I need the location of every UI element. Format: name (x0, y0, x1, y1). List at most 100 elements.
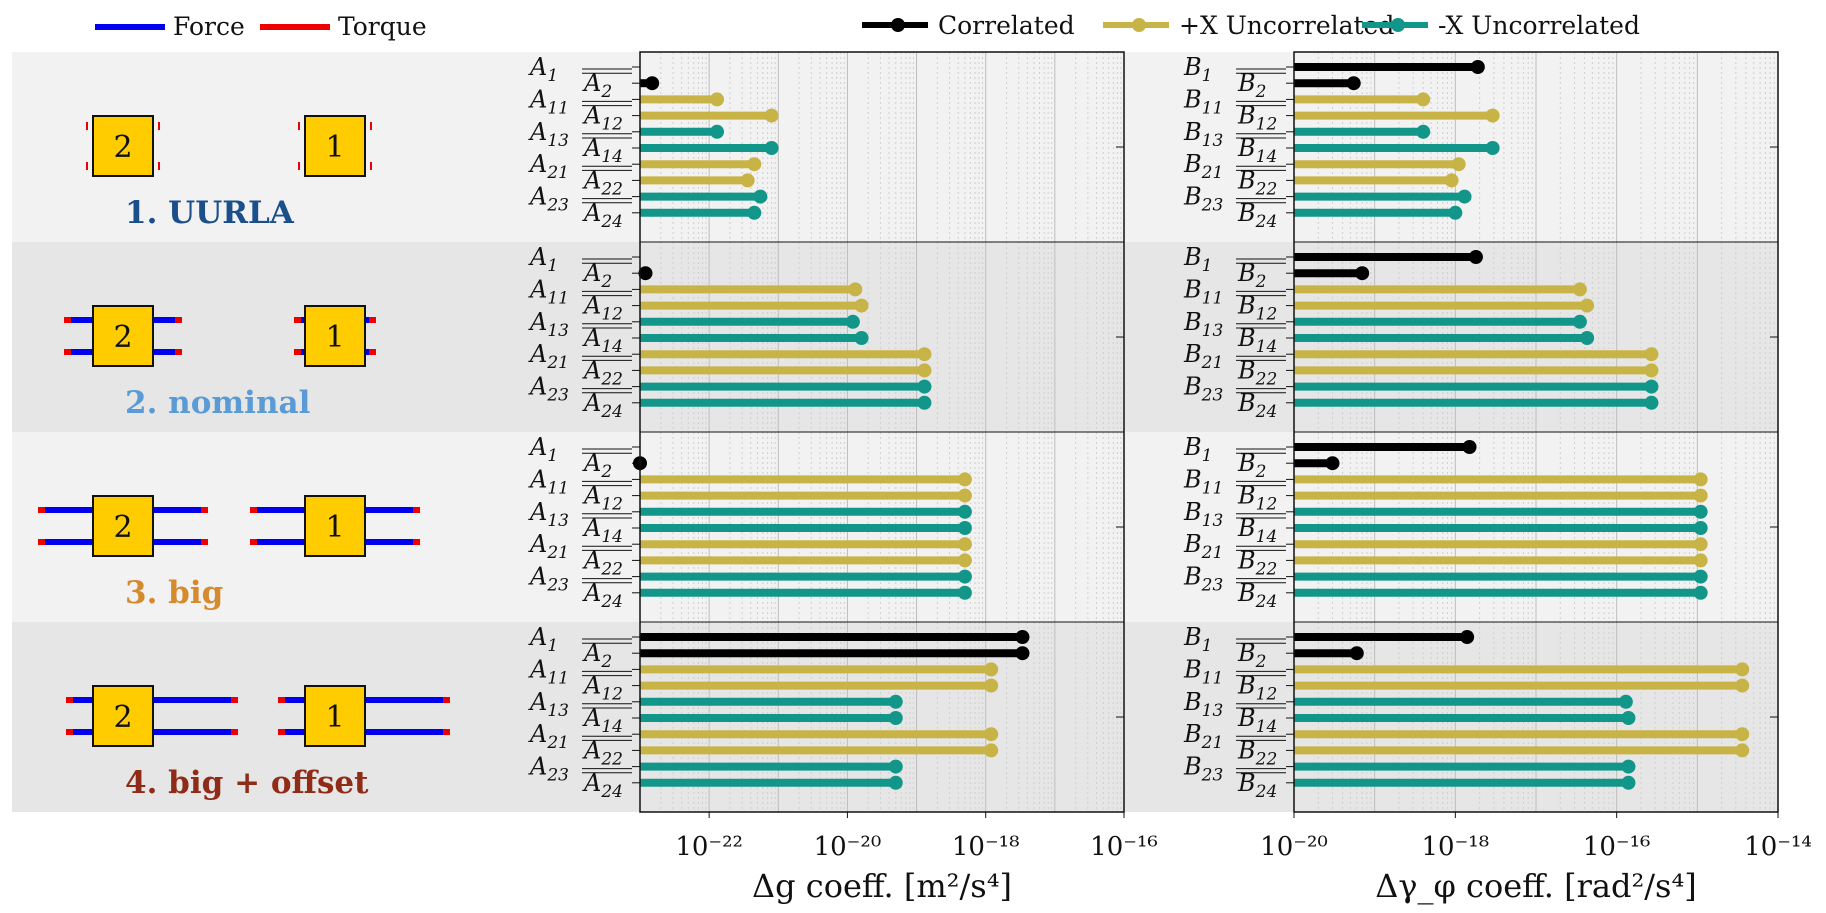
row-label: B21 (1183, 530, 1223, 563)
bar-end-marker (1470, 60, 1485, 74)
bar-end-marker (984, 662, 999, 677)
bar-end-marker (1416, 124, 1431, 139)
row-label: A11 (528, 275, 569, 308)
bar-end-marker (917, 395, 932, 410)
row-label: A12 (582, 292, 623, 325)
row-label: B2 (1237, 639, 1266, 672)
row-label: A23 (528, 183, 569, 216)
row-label: B24 (1237, 199, 1277, 232)
bar-end-marker (1644, 379, 1659, 394)
bar-end-marker (957, 504, 972, 519)
row-label: A13 (528, 308, 569, 341)
row-label: B11 (1183, 85, 1223, 118)
row-label: B14 (1237, 514, 1277, 547)
satellite-label: 1 (325, 510, 344, 545)
bar-end-marker (957, 521, 972, 535)
x-tick-label: 10⁻¹⁸ (1422, 832, 1490, 862)
row-label: A1 (528, 623, 558, 656)
row-label: B22 (1237, 166, 1277, 199)
bar-end-marker (740, 173, 755, 188)
bar-end-marker (1448, 205, 1463, 220)
row-label: A23 (528, 373, 569, 406)
row-label: B13 (1183, 118, 1223, 151)
force-torque-legend: Force Torque (95, 12, 427, 41)
row-label: A11 (528, 655, 569, 688)
row-label: A2 (582, 449, 612, 482)
bar-end-marker (1693, 569, 1708, 584)
panel-frame (639, 51, 1125, 813)
row-label: B21 (1183, 340, 1223, 373)
row-label: B23 (1183, 373, 1223, 406)
row-label: B22 (1237, 546, 1277, 579)
bar-end-marker (1460, 630, 1475, 644)
bar-end-marker (764, 108, 779, 123)
bar-end-marker (1621, 711, 1636, 725)
row-label: B23 (1183, 563, 1223, 596)
bar-end-marker (957, 488, 972, 503)
row-label: A23 (528, 753, 569, 786)
row-label: A23 (528, 563, 569, 596)
scenario-title: 2. nominal (125, 385, 310, 421)
bar-end-marker (753, 189, 768, 204)
bar-end-marker (957, 569, 972, 584)
row-label: A14 (582, 324, 623, 357)
bar-end-marker (1444, 173, 1459, 188)
row-label: A21 (528, 530, 569, 563)
row-label: A11 (528, 465, 569, 498)
bar-end-marker (1580, 331, 1595, 345)
bar-end-marker (1735, 662, 1750, 677)
x-tick-label: 10⁻¹⁸ (952, 832, 1020, 862)
row-label: B14 (1237, 704, 1277, 737)
legend-marker-3 (1391, 18, 1405, 32)
scenario-diagram-3: 2 1 3. big (38, 495, 420, 611)
satellite-box (92, 305, 154, 367)
row-label: A22 (582, 736, 623, 769)
x-tick-label: 10⁻¹⁶ (1583, 832, 1651, 862)
scenario-diagram-1: 2 1 1. UURLA (86, 115, 372, 231)
bar-end-marker (1485, 108, 1500, 123)
bar-end-marker (888, 775, 903, 790)
row-label: A21 (528, 150, 569, 183)
bar-end-marker (1693, 472, 1708, 487)
scenario-title: 3. big (125, 575, 223, 611)
row-label: B24 (1237, 389, 1277, 422)
bar-end-marker (984, 727, 999, 742)
bar-end-marker (1693, 553, 1708, 568)
row-label: A12 (582, 102, 623, 135)
legend-label-1: Force (173, 12, 245, 41)
bar-end-marker (854, 331, 869, 345)
row-label: A13 (528, 118, 569, 151)
row-label: A1 (528, 433, 558, 466)
bar-end-marker (917, 363, 932, 378)
row-label: A2 (582, 639, 612, 672)
satellite-label: 2 (113, 320, 132, 355)
bar-end-marker (1325, 456, 1340, 471)
bar-end-marker (984, 743, 999, 758)
bar-end-marker (1468, 250, 1483, 264)
chart-panel-1: A1 A2 A11 A12 A13 A14 A21 A22 A23 A24 A1 A2 A11 A12 A1… (528, 51, 1158, 905)
bar-end-marker (1735, 743, 1750, 758)
bar-end-marker (888, 759, 903, 774)
bar-end-marker (1457, 189, 1472, 204)
satellite-label: 1 (325, 320, 344, 355)
row-label: B23 (1183, 753, 1223, 786)
chart-panels: A1 A2 A11 A12 A13 A14 A21 A22 A23 A24 A1 A2 A11 A12 A1… (528, 51, 1812, 905)
bar-end-marker (1572, 282, 1587, 297)
satellite-box (304, 685, 366, 747)
bar-end-marker (747, 157, 762, 172)
row-label: B1 (1183, 53, 1212, 86)
bar-end-marker (1693, 504, 1708, 519)
panel-frame (1293, 51, 1779, 813)
scenario-title: 4. big + offset (125, 765, 369, 801)
x-axis-label: Δγ_φ coeff. [rad²/s⁴] (1375, 867, 1697, 905)
satellite-label: 1 (325, 700, 344, 735)
bar-end-marker (1015, 646, 1030, 661)
bar-end-marker (1580, 298, 1595, 313)
bar-end-marker (957, 537, 972, 552)
bar-end-marker (710, 92, 725, 107)
row-label: A24 (582, 579, 623, 612)
scenario-diagrams: 2 1 1. UURLA 2 1 2. nominal 2 1 3. big 2 1 4. big +… (38, 115, 450, 801)
legend-label-3: -X Uncorrelated (1438, 11, 1640, 40)
satellite-box (92, 115, 154, 177)
